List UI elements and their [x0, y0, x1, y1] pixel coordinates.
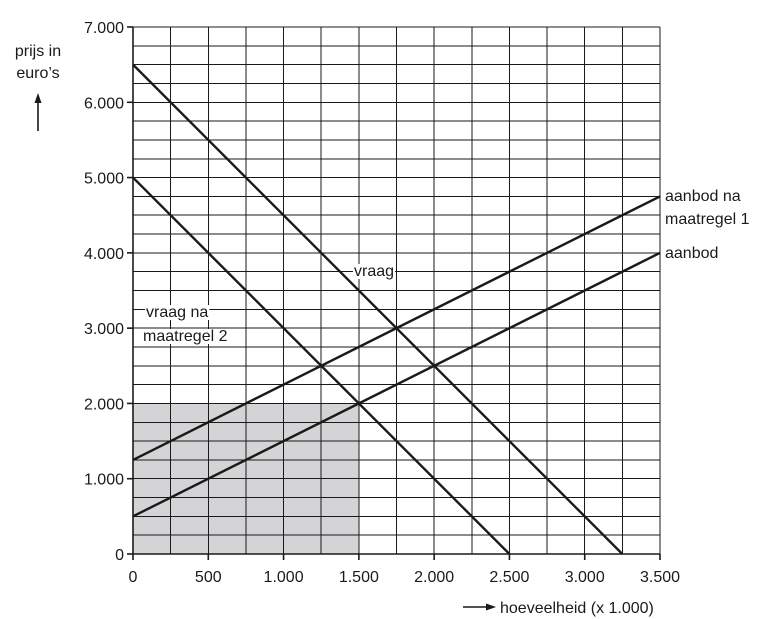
- series-group: [132, 63, 661, 555]
- series-label: vraag na: [145, 304, 210, 321]
- y-tick-label: 5.000: [84, 171, 124, 188]
- series-label-text: maatregel 1: [665, 211, 750, 228]
- y-axis-title: prijs in euro’s: [15, 43, 61, 82]
- x-tick-label: 500: [195, 569, 222, 586]
- series-label-text: vraag: [354, 263, 394, 280]
- x-tick-label: 1.000: [264, 569, 304, 586]
- y-axis-title-line-1: prijs in euro’s: [15, 43, 61, 82]
- y-tick-label: 1.000: [84, 472, 124, 489]
- series-label-text: maatregel 2: [143, 328, 228, 345]
- x-tick-label: 3.000: [565, 569, 605, 586]
- x-tick-label: 2.500: [489, 569, 529, 586]
- x-axis-title: hoeveelheid (x 1.000): [500, 600, 654, 617]
- series-label-text: aanbod na: [665, 188, 741, 205]
- series-label-bg: [142, 329, 229, 344]
- series-labels: vraag vraag na maatregel 2 aanbod na maatreg…: [142, 188, 750, 345]
- series-label: vraag: [353, 263, 396, 280]
- series-label-text: vraag na: [146, 304, 208, 321]
- series-label: aanbod: [665, 245, 718, 262]
- series-line-2: [132, 195, 661, 461]
- series-label: maatregel 2: [142, 328, 229, 345]
- series-label-bg: [145, 305, 210, 320]
- x-tick-label: 0: [129, 569, 138, 586]
- tick-labels: 0 1.000 2.000 3.000 4.000 5.000 6.000 7.000 0 500…: [84, 20, 680, 586]
- y-tick-label: 7.000: [84, 20, 124, 37]
- x-axis-title: hoeveelheid (x 1.000): [500, 600, 654, 617]
- axes: [127, 26, 661, 560]
- series-label: aanbod na: [665, 188, 741, 205]
- y-axis-arrow-head: [34, 93, 42, 103]
- x-tick-label: 3.500: [640, 569, 680, 586]
- series-label: maatregel 1: [665, 211, 750, 228]
- y-axis-title-part: prijs in: [15, 43, 61, 60]
- y-axis-title-part: euro’s: [16, 65, 59, 82]
- y-tick-label: 0: [115, 547, 124, 564]
- series-label-bg: [353, 264, 396, 279]
- y-tick-label: 3.000: [84, 321, 124, 338]
- y-tick-label: 4.000: [84, 246, 124, 263]
- series-line-3: [132, 251, 661, 518]
- series-line-0: [132, 63, 624, 555]
- axis-arrows: [34, 93, 496, 611]
- x-tick-label: 2.000: [414, 569, 454, 586]
- x-axis-arrow-head: [486, 603, 496, 611]
- y-tick-label: 2.000: [84, 396, 124, 413]
- x-tick-label: 1.500: [339, 569, 379, 586]
- y-tick-label: 6.000: [84, 95, 124, 112]
- series-label-text: aanbod: [665, 245, 718, 262]
